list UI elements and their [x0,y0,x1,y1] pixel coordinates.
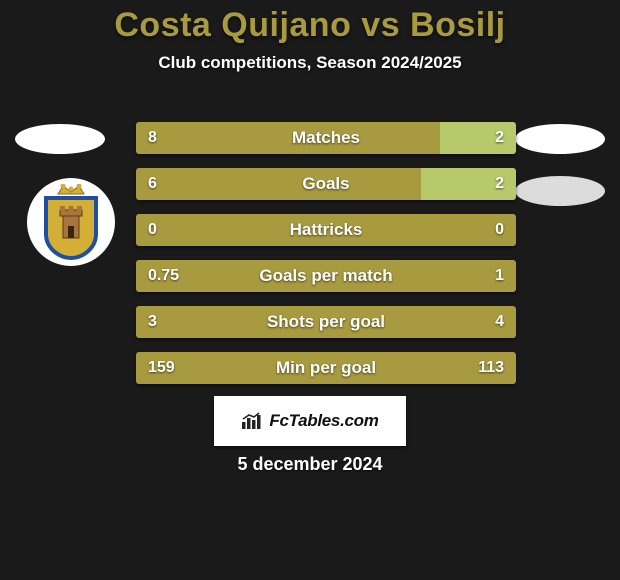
tower-icon [60,206,82,238]
player-logo-left [15,124,105,154]
comparison-infographic: Costa Quijano vs Bosilj Club competition… [0,0,620,580]
club-logo-right [515,176,605,206]
stat-row: 6 2 Goals [136,168,516,200]
stats-bars: 8 2 Matches 6 2 Goals 0 0 Hattricks 0.75 1 Goals pe… [136,122,516,398]
date-label: 5 december 2024 [237,454,382,475]
stat-row: 3 4 Shots per goal [136,306,516,338]
page-subtitle: Club competitions, Season 2024/2025 [0,53,620,73]
stat-value-right: 2 [495,175,504,193]
stat-value-left: 6 [148,175,157,193]
stat-row: 0.75 1 Goals per match [136,260,516,292]
stat-label: Hattricks [290,220,363,240]
stat-value-right: 1 [495,267,504,285]
stat-row: 159 113 Min per goal [136,352,516,384]
stat-label: Shots per goal [267,312,385,332]
stat-value-right: 0 [495,221,504,239]
stat-value-left: 0 [148,221,157,239]
stat-value-left: 3 [148,313,157,331]
stat-value-left: 0.75 [148,267,179,285]
chart-icon [241,412,263,430]
brand-text: FcTables.com [269,411,378,431]
stat-label: Goals per match [259,266,392,286]
crown-icon [58,184,84,194]
brand-watermark: FcTables.com [214,396,406,446]
stat-value-right: 4 [495,313,504,331]
player-logo-right [515,124,605,154]
stat-value-left: 8 [148,129,157,147]
stat-row: 0 0 Hattricks [136,214,516,246]
stat-row: 8 2 Matches [136,122,516,154]
bar-left [136,168,421,200]
bar-right [440,122,516,154]
stat-value-right: 113 [478,359,504,377]
stat-label: Matches [292,128,360,148]
stat-label: Min per goal [276,358,376,378]
bar-left [136,122,440,154]
club-crest-left [27,178,115,266]
page-title: Costa Quijano vs Bosilj [0,6,620,45]
stat-value-left: 159 [148,359,175,377]
stat-label: Goals [302,174,349,194]
stat-value-right: 2 [495,129,504,147]
